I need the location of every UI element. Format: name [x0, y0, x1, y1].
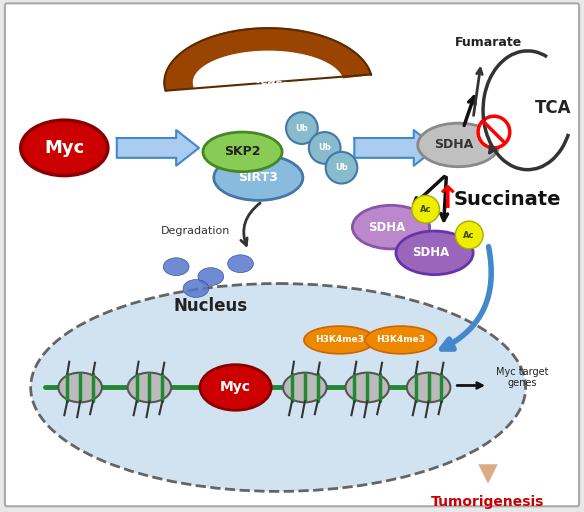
Text: Myc: Myc [220, 380, 251, 394]
Ellipse shape [228, 255, 253, 272]
Ellipse shape [346, 373, 389, 402]
Text: SDHA: SDHA [434, 138, 473, 152]
Ellipse shape [200, 365, 271, 410]
Ellipse shape [164, 258, 189, 275]
Text: SDHA: SDHA [369, 221, 406, 233]
Text: Degradation: Degradation [161, 226, 231, 236]
Ellipse shape [198, 268, 224, 286]
Text: SDHA: SDHA [412, 246, 449, 260]
Polygon shape [117, 130, 199, 166]
Ellipse shape [214, 155, 303, 200]
Text: H3K4me3: H3K4me3 [315, 335, 364, 345]
Text: Ub: Ub [296, 123, 308, 133]
Ellipse shape [418, 123, 499, 167]
Circle shape [326, 152, 357, 183]
Polygon shape [164, 28, 371, 91]
Ellipse shape [58, 373, 102, 402]
FancyArrowPatch shape [241, 203, 260, 245]
Ellipse shape [283, 373, 326, 402]
Text: Nucleus: Nucleus [174, 297, 248, 315]
Ellipse shape [304, 326, 375, 354]
Ellipse shape [352, 205, 430, 249]
Text: Fumarate: Fumarate [454, 36, 522, 50]
Text: SKP2: SKP2 [224, 145, 260, 158]
Ellipse shape [21, 120, 108, 176]
Circle shape [412, 196, 440, 223]
Circle shape [286, 112, 318, 144]
Text: Succinate: Succinate [454, 190, 562, 209]
Text: Ub: Ub [335, 163, 348, 172]
Text: Ub: Ub [318, 143, 331, 153]
FancyBboxPatch shape [5, 4, 579, 506]
Text: ↑: ↑ [434, 185, 459, 214]
Ellipse shape [183, 280, 209, 297]
Text: Tumorigenesis: Tumorigenesis [432, 495, 545, 509]
Text: Myc: Myc [44, 139, 85, 157]
Ellipse shape [365, 326, 436, 354]
Text: Ac: Ac [420, 205, 432, 214]
Ellipse shape [128, 373, 171, 402]
Ellipse shape [396, 231, 473, 274]
Polygon shape [354, 130, 436, 166]
Text: Proteasome: Proteasome [235, 71, 310, 94]
Text: Myc target
genes: Myc target genes [496, 367, 549, 389]
Text: Ac: Ac [464, 230, 475, 240]
Circle shape [478, 116, 510, 148]
Circle shape [309, 132, 340, 164]
Text: TCA: TCA [535, 99, 572, 117]
FancyArrowPatch shape [442, 247, 491, 349]
Circle shape [456, 221, 483, 249]
Text: SIRT3: SIRT3 [238, 171, 279, 184]
Ellipse shape [30, 284, 526, 492]
Ellipse shape [407, 373, 450, 402]
Text: H3K4me3: H3K4me3 [377, 335, 425, 345]
Ellipse shape [203, 132, 282, 172]
